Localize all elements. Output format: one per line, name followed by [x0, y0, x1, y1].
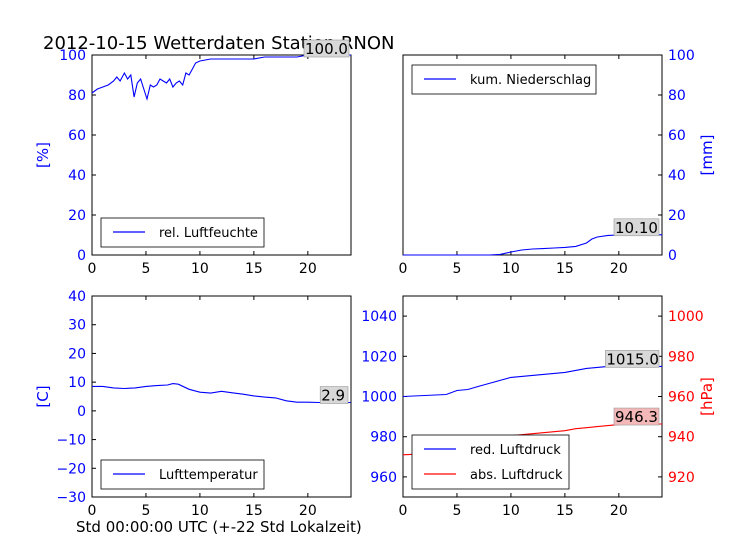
- y-tick-label: 40: [668, 168, 686, 184]
- y-tick-label: −10: [56, 433, 86, 449]
- y-tick-label: 1040: [361, 309, 397, 325]
- x-tick-label: 15: [556, 261, 574, 277]
- y-tick-label: 30: [68, 318, 86, 334]
- legend: Lufttemperatur: [100, 459, 265, 490]
- panel-top-left: 0 5 10 15 20 0 20 40 60 80 100 [%] 100.0 rel. Luftfeu…: [34, 39, 352, 277]
- y-right-tick-label: 940: [668, 430, 695, 446]
- value-annotation-box: [613, 218, 660, 237]
- y-tick-label: 40: [68, 168, 86, 184]
- y-axis-label: [%]: [34, 142, 52, 168]
- x-tick-label: 10: [502, 503, 520, 519]
- legend-label: Lufttemperatur: [159, 468, 258, 483]
- x-tick-label: 20: [610, 503, 628, 519]
- value-annotation-box: [605, 350, 660, 368]
- y-tick-label: 80: [68, 88, 86, 104]
- x-tick-label: 15: [245, 261, 263, 277]
- panel-top-right: 0 5 10 15 20 0 20 40 60 80 100 [mm] 10.10 kum. Nieder…: [399, 48, 716, 277]
- x-tick-label: 10: [191, 261, 209, 277]
- y-tick-label: 20: [68, 346, 86, 362]
- y-axis-label: [C]: [34, 385, 52, 407]
- y-right-tick-label: 960: [668, 390, 695, 406]
- y-tick-label: 10: [68, 375, 86, 391]
- y-tick-label: 0: [77, 248, 86, 264]
- x-tick-label: 5: [452, 503, 461, 519]
- x-tick-label: 0: [399, 261, 408, 277]
- y-right-tick-label: 920: [668, 470, 695, 486]
- y-tick-label: 60: [68, 128, 86, 144]
- series-line-rel-luftfeuchte: [91, 54, 351, 102]
- y-tick-label: 960: [370, 470, 397, 486]
- y-tick-label: 1020: [361, 349, 397, 365]
- y-tick-label: −30: [56, 490, 86, 506]
- y-right-tick-label: 980: [668, 349, 695, 365]
- x-tick-label: 15: [245, 503, 263, 519]
- x-tick-label: 10: [502, 261, 520, 277]
- y-tick-label: 60: [668, 128, 686, 144]
- y-tick-label: 100: [668, 48, 695, 64]
- y-tick-label: 80: [668, 88, 686, 104]
- y-axis-label: [hPa]: [698, 377, 716, 416]
- legend: kum. Niederschlag: [411, 64, 597, 95]
- x-tick-label: 5: [452, 261, 461, 277]
- panel-bottom-left: 0 5 10 15 20 −30 −20 −10 0 10 20 30 40 [C] 2.9 Lufttemp…: [34, 289, 352, 519]
- y-axis-label: [mm]: [698, 135, 716, 176]
- value-annotation-box: [303, 39, 350, 58]
- y-tick-label: 980: [370, 430, 397, 446]
- legend-label: kum. Niederschlag: [470, 73, 591, 88]
- legend-frame: [411, 434, 570, 490]
- value-annotation-box: [319, 386, 349, 404]
- x-tick-label: 20: [610, 261, 628, 277]
- y-tick-label: 0: [668, 248, 677, 264]
- legend-label: red. Luftdruck: [470, 443, 561, 458]
- y-tick-label: 100: [59, 48, 86, 64]
- x-tick-label: 5: [141, 261, 150, 277]
- x-tick-label: 20: [299, 261, 317, 277]
- value-annotation: 100.0: [305, 40, 348, 58]
- x-tick-label: 20: [299, 503, 317, 519]
- legend: rel. Luftfeuchte: [100, 217, 265, 248]
- value-annotation: 946.3: [615, 408, 658, 426]
- y-tick-label: 40: [68, 289, 86, 305]
- value-annotation-box: [613, 407, 660, 426]
- legend-label: abs. Luftdruck: [470, 468, 563, 483]
- x-tick-label: 10: [191, 503, 209, 519]
- x-tick-label: 0: [88, 503, 97, 519]
- y-tick-label: 20: [668, 208, 686, 224]
- legend: red. Luftdruck abs. Luftdruck: [411, 434, 570, 490]
- x-axis-label: Std 00:00:00 UTC (+-22 Std Lokalzeit): [76, 518, 362, 536]
- y-right-tick-label: 1000: [668, 309, 704, 325]
- y-tick-label: −20: [56, 461, 86, 477]
- series-line-lufttemperatur: [92, 383, 351, 404]
- y-tick-label: 1000: [361, 390, 397, 406]
- value-annotation: 1015.0: [606, 350, 659, 368]
- value-annotation: 2.9: [321, 387, 345, 405]
- y-tick-label: 20: [68, 208, 86, 224]
- x-tick-label: 15: [556, 503, 574, 519]
- panel-bottom-right: 0 5 10 15 20 960 980 1000 1020 1040 920 940 960 980 10…: [361, 295, 716, 519]
- y-tick-label: 0: [77, 404, 86, 420]
- value-annotation: 10.10: [615, 219, 658, 237]
- x-tick-label: 5: [141, 503, 150, 519]
- legend-label: rel. Luftfeuchte: [159, 226, 258, 241]
- x-tick-label: 0: [399, 503, 408, 519]
- x-tick-label: 0: [88, 261, 97, 277]
